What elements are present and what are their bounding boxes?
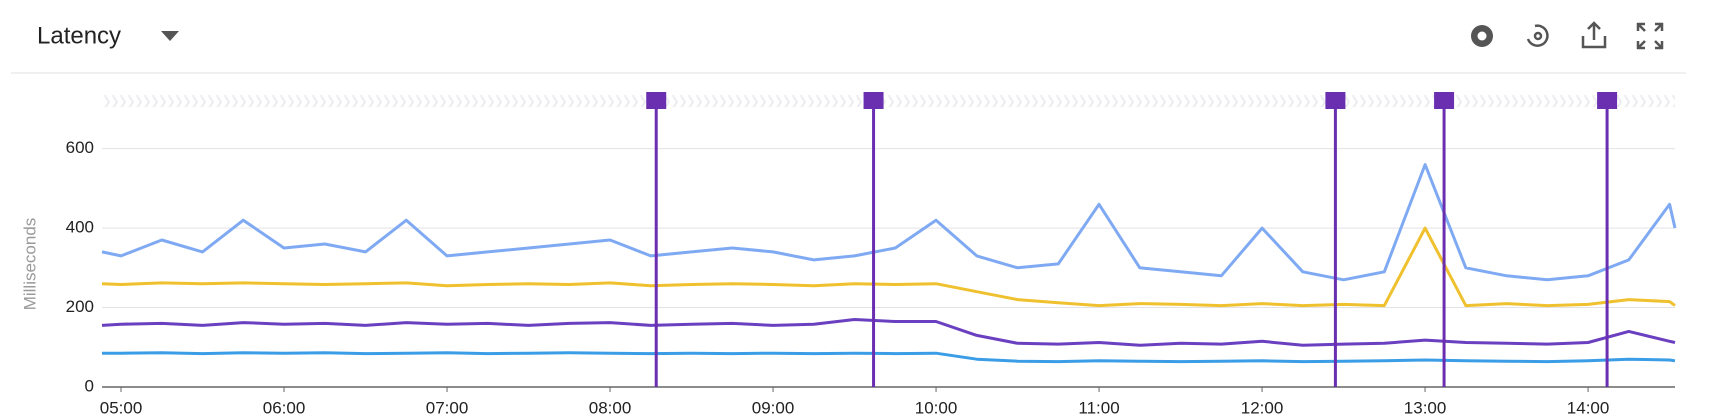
series-line [102, 351, 1676, 364]
y-tick-label: 600 [66, 138, 94, 157]
x-tick-label: 13:00 [1404, 398, 1447, 416]
x-tick-label: 11:00 [1078, 398, 1119, 416]
event-marker[interactable] [1597, 92, 1618, 109]
y-tick-label: 200 [66, 297, 94, 316]
dropdown-arrow[interactable] [161, 31, 179, 41]
event-band [102, 95, 1675, 107]
x-tick-label: 06:00 [263, 398, 306, 416]
event-marker[interactable] [1434, 92, 1455, 109]
x-tick-label: 07:00 [426, 398, 469, 416]
y-axis-label: Milliseconds [20, 218, 39, 311]
x-tick-label: 09:00 [752, 398, 795, 416]
event-marker[interactable] [863, 92, 884, 109]
x-tick-label: 08:00 [589, 398, 632, 416]
event-marker[interactable] [1325, 92, 1346, 109]
series-line [101, 226, 1676, 308]
fullscreen-icon[interactable] [1636, 22, 1664, 50]
share-icon[interactable] [1526, 24, 1549, 47]
series-line [101, 318, 1676, 347]
x-tick-label: 12:00 [1241, 398, 1284, 416]
y-tick-label: 400 [66, 218, 94, 237]
y-tick-label: 0 [85, 376, 94, 395]
series-line [101, 163, 1677, 282]
x-tick-label: 10:00 [915, 398, 958, 416]
panel-title[interactable]: Latency [37, 22, 121, 49]
x-tick-label: 14:00 [1567, 398, 1610, 416]
x-tick-label: 05:00 [100, 398, 143, 416]
export-icon[interactable] [1581, 21, 1607, 49]
settings-icon[interactable] [1471, 25, 1493, 47]
event-marker[interactable] [646, 92, 667, 109]
